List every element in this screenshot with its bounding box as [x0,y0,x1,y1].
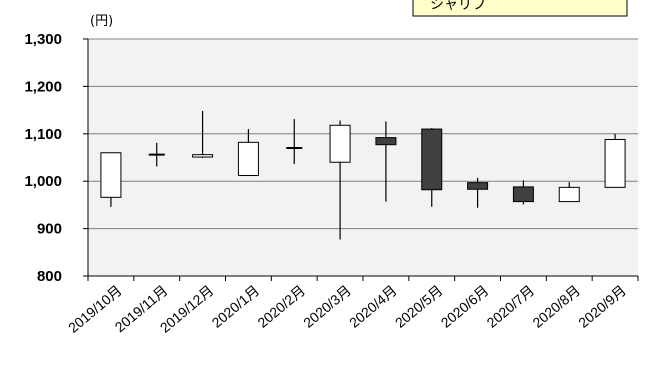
candle [286,119,303,165]
x-tick-label: 2020/4月 [346,282,400,331]
x-tick-label: 2020/1月 [209,282,263,331]
x-axis: 2019/10月2019/11月2019/12月2020/1月2020/2月20… [65,275,639,336]
candle-body [558,186,580,203]
x-tick-label: 2020/3月 [300,282,354,331]
y-tick-label: 1,000 [24,173,62,190]
y-tick-label: 1,200 [24,78,62,95]
candle [192,111,214,158]
candle-body [604,138,626,188]
candle-body [375,137,397,146]
y-tick-label: 900 [37,221,62,238]
x-tick-label: 2020/2月 [254,282,308,331]
candle-body [467,182,489,190]
x-tick-label: 2020/8月 [529,282,583,331]
candle-body [100,152,122,198]
candle-body [421,128,443,191]
candle [467,177,489,208]
candle [329,120,351,240]
y-tick-label: 1,300 [24,31,62,48]
legend-label: シャリフ [430,0,486,13]
candle [512,180,534,205]
unit-label: (円) [90,14,113,29]
candle [604,133,626,188]
candle-body [237,141,259,177]
x-tick-label: 2020/5月 [392,282,446,331]
candle [148,142,165,167]
gridlines [88,38,638,230]
candle [375,121,397,202]
candle [237,129,259,177]
candle [100,152,122,207]
plot-area [88,39,638,276]
candle-body [512,186,534,203]
x-tick-label: 2020/6月 [438,282,492,331]
x-tick-label: 2020/9月 [575,282,629,331]
candle [558,182,580,203]
candle-body [329,124,351,163]
y-tick-label: 1,100 [24,126,62,143]
candle-body [192,154,214,158]
candles [100,111,626,240]
y-tick-label: 800 [37,268,62,285]
y-axis: 800 900 1,000 1,100 1,200 1,300 [24,31,89,285]
candle [421,128,443,207]
x-tick-label: 2020/7月 [484,282,538,331]
legend-box: シャリフ [412,0,628,17]
